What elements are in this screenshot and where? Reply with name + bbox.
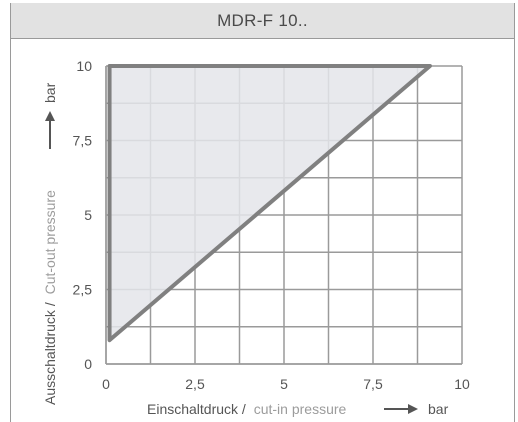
x-arrow-head (408, 404, 418, 414)
y-tick-label: 2,5 (73, 282, 93, 298)
x-tick-label: 7,5 (363, 376, 383, 392)
x-axis-arrow-icon (384, 404, 418, 414)
x-axis-unit: bar (428, 401, 449, 417)
axes (105, 66, 462, 365)
y-axis-label-primary: Ausschaltdruck / (42, 302, 58, 405)
panel-title: MDR-F 10.. (217, 10, 308, 30)
y-tick-label: 7,5 (73, 133, 93, 149)
y-axis-unit: bar (42, 82, 58, 103)
x-tick-label: 5 (280, 376, 288, 392)
y-axis-arrow-icon (45, 111, 55, 149)
y-axis-label-secondary: Cut-out pressure (42, 190, 58, 294)
panel-title-bar: MDR-F 10.. (11, 3, 514, 39)
x-tick-label: 10 (454, 376, 470, 392)
y-tick-label: 5 (84, 207, 92, 223)
y-axis-label: Ausschaltdruck / Cut-out pressure (42, 190, 58, 405)
y-tick-label: 0 (84, 356, 92, 372)
y-tick-label: 10 (76, 58, 92, 74)
y-axis-label-group: Ausschaltdruck / Cut-out pressure bar (42, 82, 58, 405)
x-tick-label: 0 (102, 376, 110, 392)
y-arrow-head (45, 111, 55, 121)
x-axis-label-secondary: cut-in pressure (254, 401, 347, 417)
x-axis-label: Einschaltdruck / cut-in pressure (147, 401, 347, 417)
operating-range-area (107, 64, 432, 343)
x-axis-label-primary: Einschaltdruck / (147, 401, 246, 417)
x-tick-label: 2,5 (185, 376, 205, 392)
tick-labels: 0 2,5 5 7,5 10 0 2,5 5 7,5 10 (73, 58, 470, 392)
